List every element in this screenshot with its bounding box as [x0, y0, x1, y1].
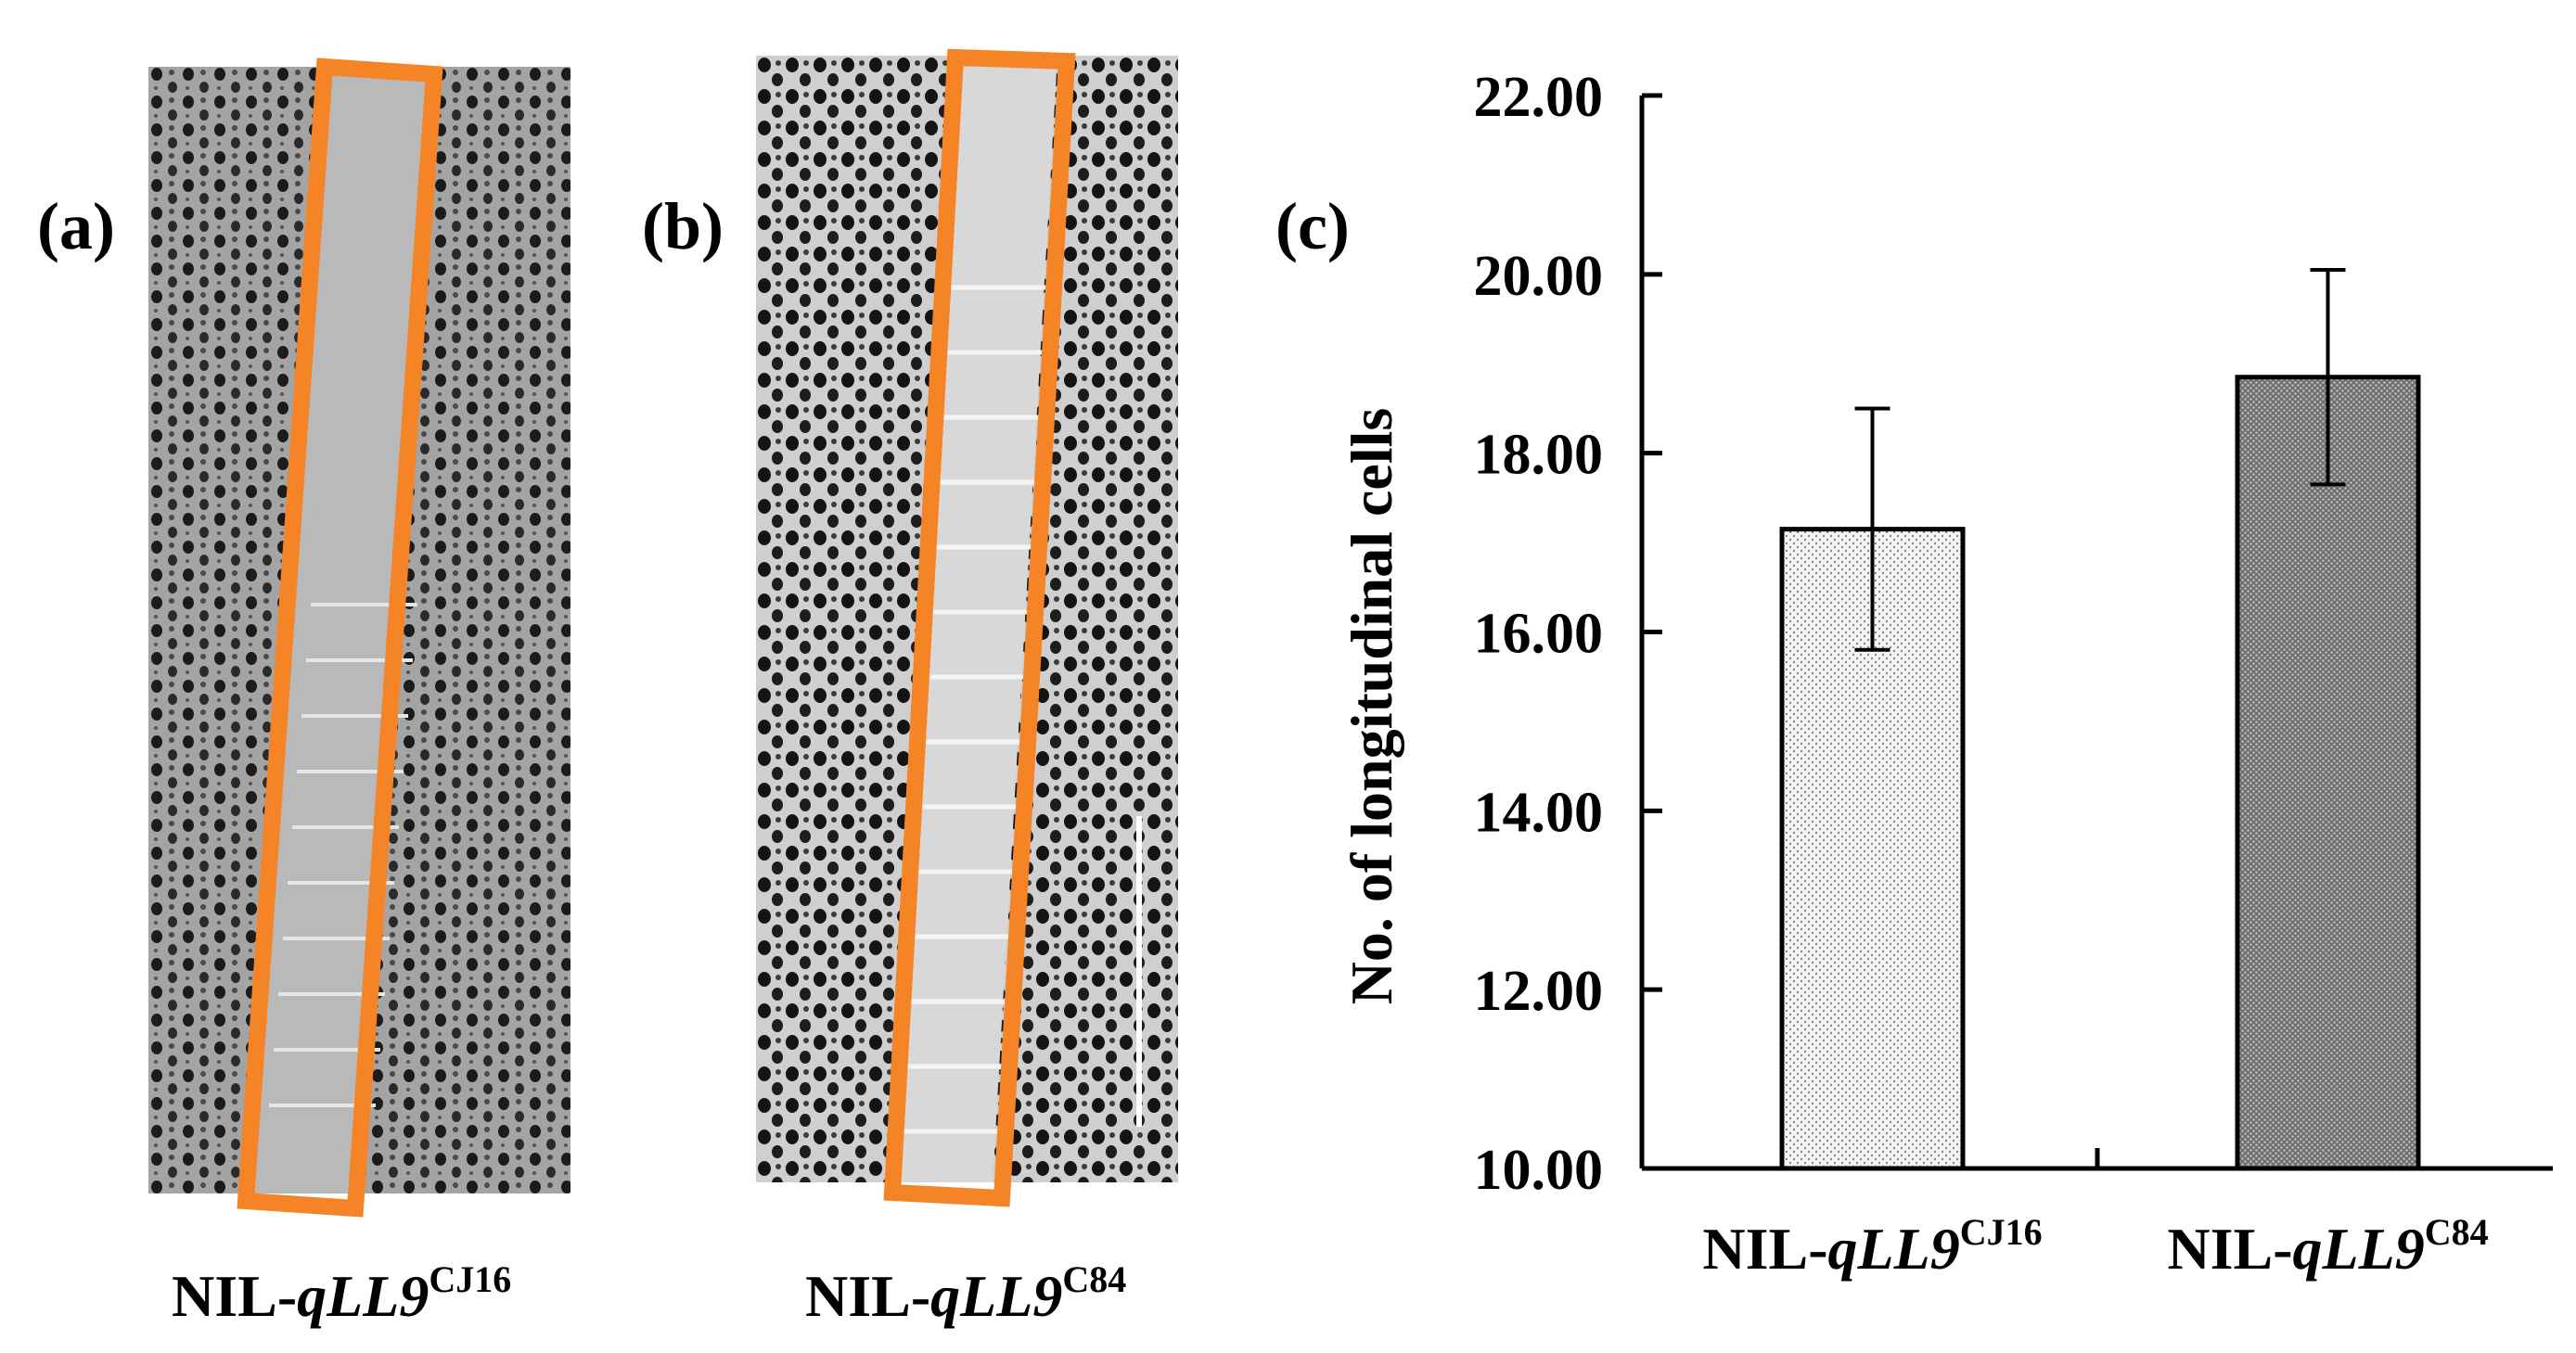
highlight-box-a — [237, 57, 443, 1218]
y-tick-label: 16.00 — [1474, 603, 1604, 666]
caption-a: NIL-qLL9CJ16 — [172, 1261, 511, 1326]
bar-2 — [2235, 375, 2421, 1171]
panel-b-label: (b) — [642, 189, 724, 263]
y-axis-ticks: 10.00 12.00 14.00 16.00 18.00 20.00 22.00 — [1474, 66, 1662, 1202]
y-axis-title: No. of longitudinal cells — [1339, 408, 1404, 1005]
y-tick-label: 14.00 — [1474, 781, 1604, 844]
caption-a-prefix: NIL- — [172, 1263, 298, 1329]
caption-b-prefix: NIL- — [805, 1263, 931, 1329]
y-tick-label: 12.00 — [1474, 960, 1604, 1023]
error-bar-2 — [2310, 268, 2346, 487]
micrograph-b — [756, 56, 1178, 1182]
bars — [1779, 375, 2421, 1171]
caption-b-gene: qLL9 — [930, 1263, 1063, 1329]
caption-a-allele: CJ16 — [429, 1258, 512, 1300]
micrograph-b-image — [756, 56, 1178, 1182]
x-tick-label-1: NIL-qLL9CJ16 — [1702, 1211, 2042, 1282]
panel-c-label: (c) — [1275, 189, 1350, 263]
y-tick-label: 22.00 — [1474, 66, 1604, 129]
x-tick-label-2: NIL-qLL9C84 — [2167, 1211, 2488, 1282]
error-bar-1 — [1854, 406, 1890, 652]
highlight-box-b — [883, 48, 1076, 1207]
micrograph-a — [148, 67, 570, 1193]
caption-b-allele: C84 — [1062, 1258, 1127, 1300]
x-axis-tick-labels: NIL-qLL9CJ16 NIL-qLL9C84 — [1702, 1211, 2488, 1282]
y-tick-label: 20.00 — [1474, 245, 1604, 308]
y-tick-label: 10.00 — [1474, 1139, 1604, 1202]
error-bars — [1854, 268, 2346, 652]
caption-a-gene: qLL9 — [297, 1263, 429, 1329]
y-tick-label: 18.00 — [1474, 424, 1604, 487]
bar-chart: 10.00 12.00 14.00 16.00 18.00 20.00 22.00 No. … — [1339, 66, 2553, 1282]
panel-a-label: (a) — [37, 189, 115, 263]
caption-b: NIL-qLL9C84 — [805, 1261, 1126, 1326]
